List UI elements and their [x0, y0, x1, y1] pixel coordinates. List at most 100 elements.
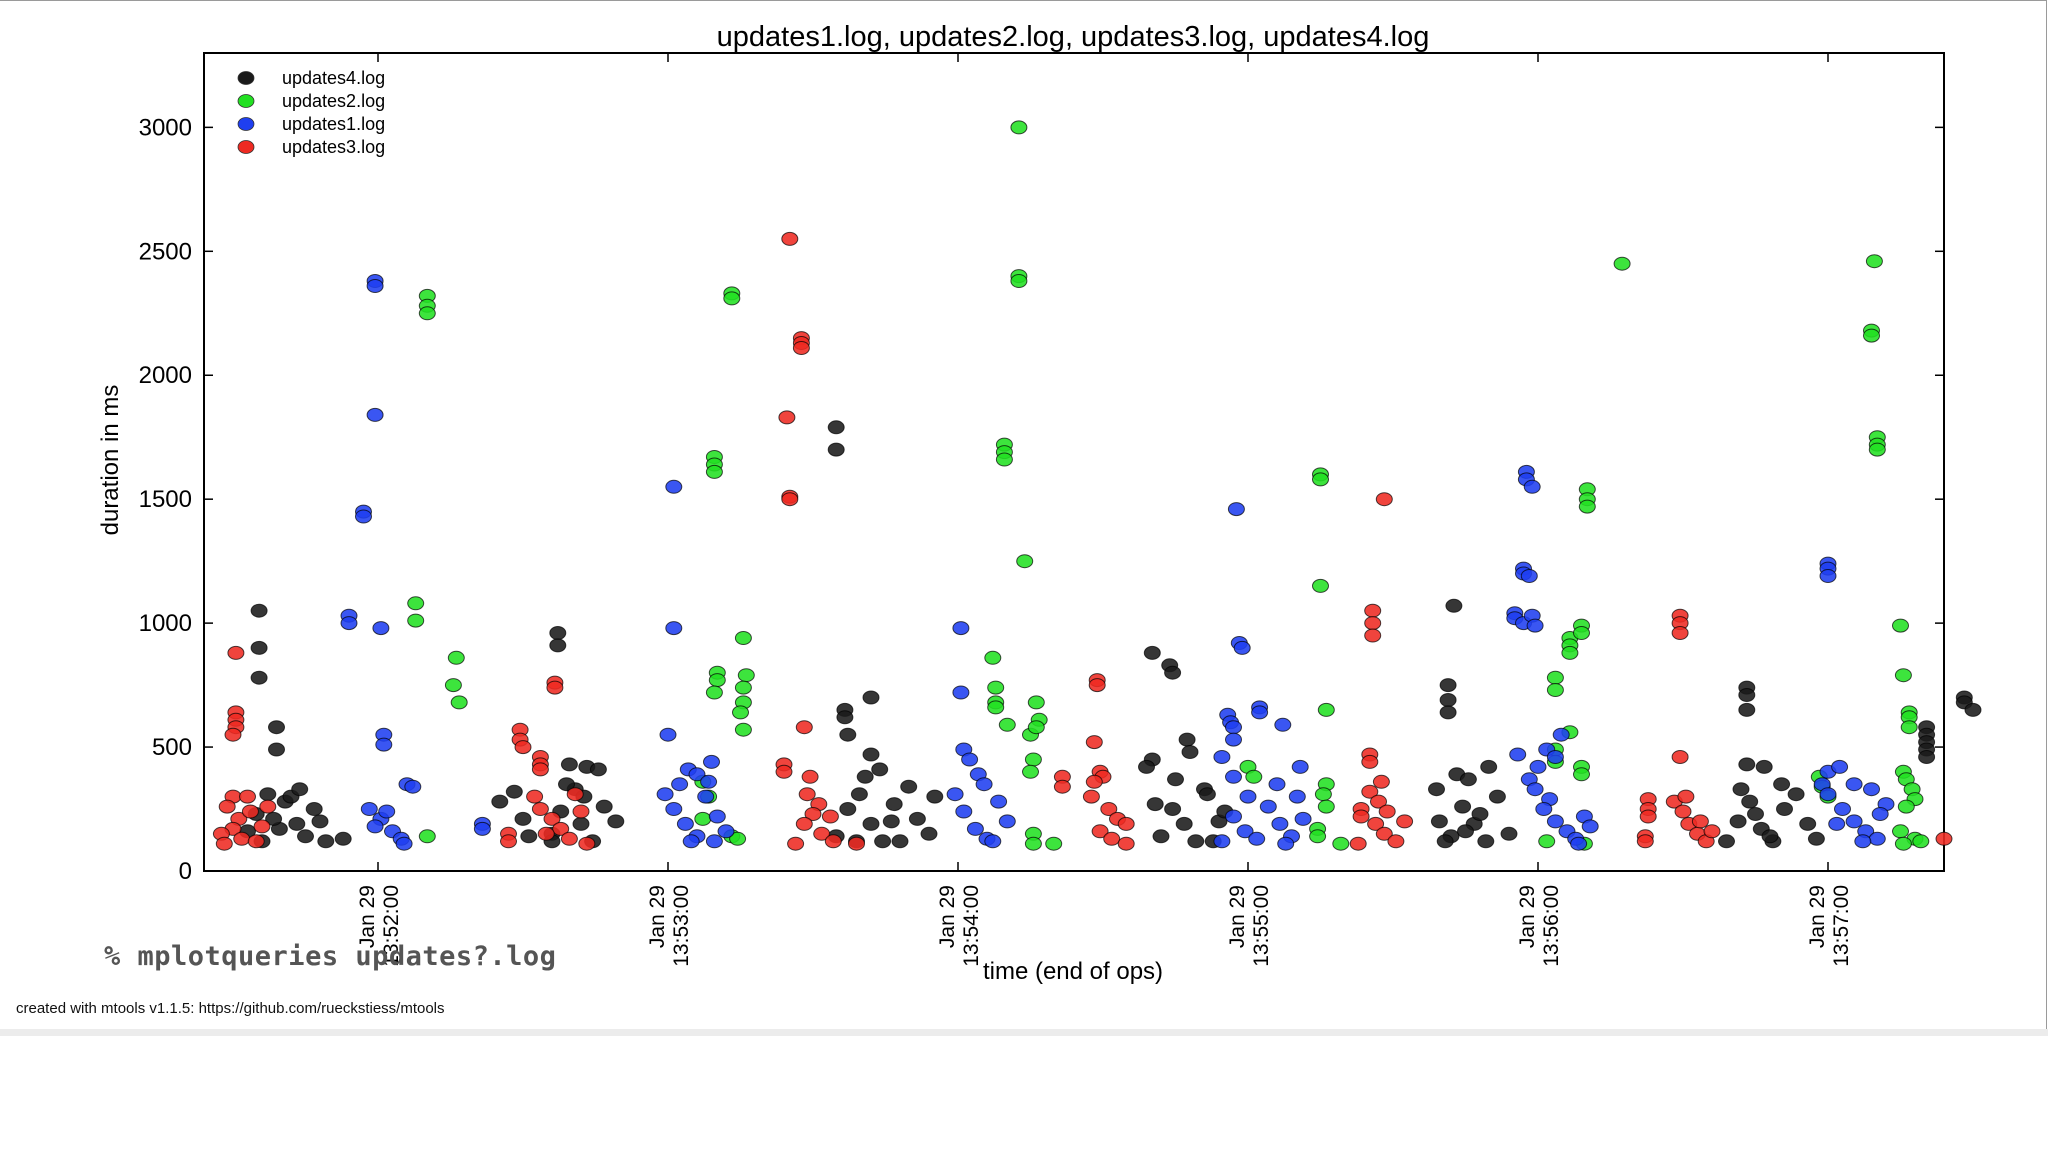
point-updates4 [268, 742, 285, 757]
point-updates3 [241, 804, 259, 819]
point-updates1 [1546, 750, 1564, 764]
point-updates1 [671, 777, 689, 792]
x-tick-label: Jan 29 13:52:00 [356, 885, 403, 967]
point-updates1 [961, 752, 979, 767]
point-updates1 [1552, 727, 1570, 742]
point-updates3 [1674, 804, 1692, 819]
x-tick-time: 13:55:00 [1250, 885, 1273, 967]
point-updates1 [659, 727, 677, 742]
point-updates4 [520, 829, 538, 844]
point-updates3 [526, 789, 544, 804]
point-updates3 [1364, 628, 1382, 643]
point-updates4 [317, 834, 335, 849]
point-updates1 [700, 774, 718, 789]
point-updates2 [705, 464, 723, 479]
point-updates4 [514, 811, 532, 826]
point-updates3 [1367, 816, 1385, 831]
point-updates1 [1854, 834, 1872, 849]
point-updates1 [975, 777, 993, 792]
point-updates1 [1233, 640, 1251, 655]
point-updates4 [1164, 665, 1182, 680]
point-updates3 [215, 836, 233, 851]
point-updates1 [682, 834, 700, 849]
point-updates3 [1103, 831, 1121, 846]
point-updates1 [1288, 789, 1306, 804]
point-updates3 [1671, 750, 1689, 764]
point-updates3 [781, 492, 799, 507]
point-updates1 [676, 816, 694, 831]
point-updates3 [1370, 794, 1387, 809]
point-updates4 [560, 757, 578, 772]
point-updates2 [1312, 472, 1329, 487]
point-updates3 [1361, 754, 1379, 769]
point-updates1 [952, 685, 970, 700]
point-updates1 [1871, 807, 1889, 821]
x-tick-date: Jan 29 [356, 885, 379, 948]
point-updates2 [1024, 752, 1042, 767]
point-updates4 [1138, 759, 1155, 774]
point-updates2 [723, 291, 741, 306]
y-tick-label: 500 [152, 734, 192, 761]
point-updates3 [1387, 834, 1405, 849]
point-updates3 [1082, 789, 1100, 804]
point-updates1 [1831, 759, 1849, 774]
point-updates1 [665, 621, 683, 636]
point-updates4 [920, 826, 938, 841]
x-tick-time: 13:53:00 [670, 885, 693, 967]
point-updates4 [1738, 757, 1756, 772]
point-updates4 [1776, 802, 1793, 816]
point-updates2 [1912, 834, 1930, 849]
point-updates3 [1703, 824, 1721, 839]
y-tick-label: 1000 [139, 610, 192, 637]
point-updates4 [305, 802, 323, 816]
series-updates3 [212, 231, 1953, 851]
command-text: % mplotqueries updates?.log [104, 941, 557, 972]
point-updates3 [552, 821, 570, 836]
series-updates4 [239, 420, 1982, 849]
point-updates4 [1477, 834, 1495, 849]
point-updates2 [1900, 720, 1918, 735]
point-updates1 [717, 824, 735, 839]
point-updates2 [1573, 626, 1590, 640]
point-updates4 [297, 829, 314, 844]
point-updates2 [1314, 787, 1332, 802]
point-updates2 [998, 717, 1016, 732]
point-updates3 [792, 341, 810, 355]
point-updates2 [987, 680, 1005, 695]
point-updates3 [224, 727, 242, 742]
point-updates1 [1819, 569, 1837, 583]
point-updates1 [1523, 479, 1541, 494]
point-updates4 [1181, 745, 1199, 759]
point-updates3 [1352, 809, 1370, 824]
point-updates1 [946, 787, 964, 802]
point-updates1 [952, 621, 970, 636]
point-updates4 [1480, 759, 1498, 774]
point-updates3 [1364, 616, 1382, 631]
point-updates4 [1454, 799, 1472, 814]
point-updates2 [1897, 799, 1915, 814]
x-tick-label: Jan 29 13:55:00 [1226, 885, 1273, 967]
legend-marker [237, 117, 255, 131]
point-updates1 [1546, 814, 1564, 829]
point-updates4 [1773, 777, 1791, 792]
point-updates4 [885, 797, 903, 812]
legend-label: updates2.log [282, 91, 385, 111]
point-updates1 [1526, 782, 1544, 797]
y-tick-label: 1500 [139, 486, 192, 513]
point-updates3 [247, 834, 265, 849]
point-updates4 [1146, 797, 1164, 812]
point-updates3 [1117, 836, 1135, 851]
point-updates3 [795, 816, 813, 831]
point-updates3 [560, 831, 578, 846]
plot-frame [203, 52, 1945, 872]
point-updates4 [1187, 834, 1205, 849]
point-updates4 [291, 782, 309, 797]
point-updates2 [708, 673, 726, 688]
point-updates1 [340, 616, 358, 631]
point-updates2 [1613, 256, 1631, 271]
point-updates3 [1088, 678, 1106, 693]
y-tick-label: 0 [179, 858, 192, 885]
point-updates2 [450, 695, 468, 710]
series-updates2 [407, 120, 1930, 851]
point-updates2 [1045, 836, 1063, 851]
